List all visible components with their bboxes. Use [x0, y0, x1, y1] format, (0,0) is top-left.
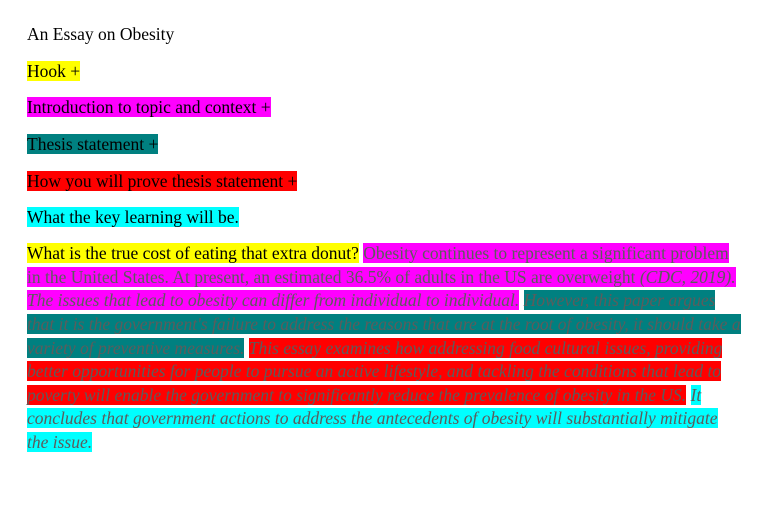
method-sentence: This essay examines how addressing food … [27, 337, 723, 405]
outline-item-prove: How you will prove thesis statement + [27, 170, 747, 192]
outline-intro-label: Introduction to topic and context + [27, 97, 271, 118]
context-italic-text: (CDC, 2019). The issues that lead to obe… [27, 266, 736, 311]
outline-item-intro: Introduction to topic and context + [27, 96, 747, 118]
outline-learning-label: What the key learning will be. [27, 207, 239, 228]
hook-sentence: What is the true cost of eating that ext… [27, 243, 359, 264]
outline-item-hook: Hook + [27, 60, 747, 82]
outline-thesis-label: Thesis statement + [27, 134, 159, 155]
outline-item-thesis: Thesis statement + [27, 133, 747, 155]
document-title: An Essay on Obesity [27, 23, 747, 45]
document-page: An Essay on Obesity Hook + Introduction … [27, 23, 747, 454]
outline-hook-label: Hook + [27, 60, 81, 81]
intro-paragraph: What is the true cost of eating that ext… [27, 242, 743, 454]
title-text: An Essay on Obesity [27, 24, 175, 44]
outline-prove-label: How you will prove thesis statement + [27, 170, 298, 191]
outline-item-learning: What the key learning will be. [27, 206, 747, 228]
